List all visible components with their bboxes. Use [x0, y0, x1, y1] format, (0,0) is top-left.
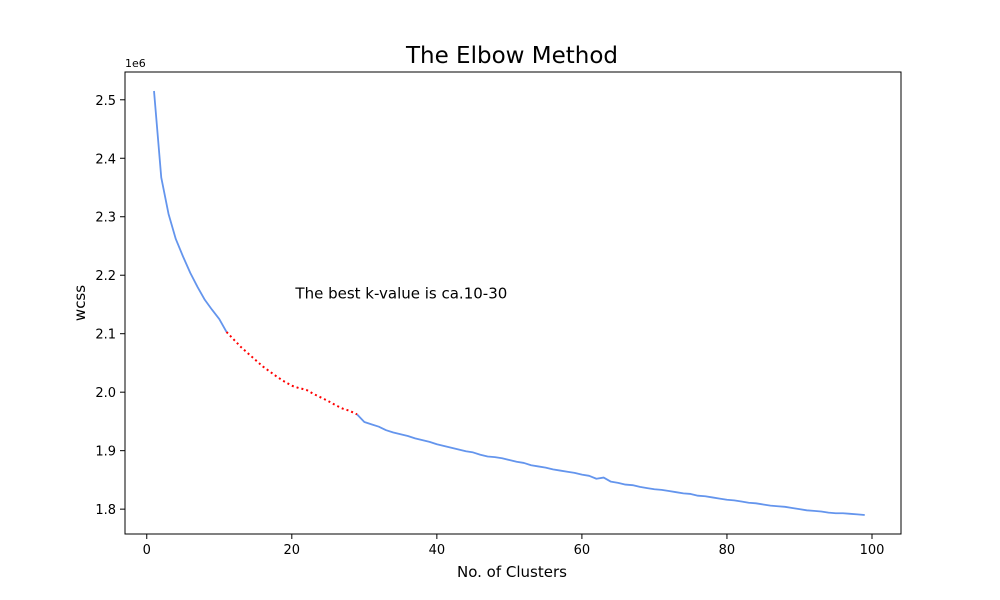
series-line-1	[225, 331, 358, 416]
y-axis-label: wcss	[71, 285, 89, 321]
x-tick-label: 40	[429, 543, 446, 558]
x-tick-label: 20	[284, 543, 301, 558]
y-tick-label: 2.4	[95, 152, 116, 167]
y-tick-label: 2.1	[95, 328, 116, 343]
x-tick-label: 0	[143, 543, 151, 558]
chart-annotation: The best k-value is ca.10-30	[294, 285, 507, 303]
y-tick-label: 1.8	[95, 503, 116, 518]
x-axis-ticks: 0 20 40 60 80 100	[143, 534, 885, 558]
x-tick-label: 100	[860, 543, 885, 558]
chart-title: The Elbow Method	[405, 43, 618, 69]
y-tick-label: 2.0	[95, 386, 116, 401]
x-tick-label: 60	[574, 543, 591, 558]
plot-frame	[124, 71, 902, 535]
series-line-0	[153, 90, 228, 333]
x-tick-label: 80	[719, 543, 736, 558]
y-tick-label: 2.3	[95, 211, 116, 226]
y-axis-ticks: 1.8 1.9 2.0 2.1 2.2 2.3 2.4 2.5	[95, 94, 125, 518]
plot-area	[153, 90, 865, 516]
y-offset-label: 1e6	[125, 57, 146, 70]
series-line-2	[356, 413, 865, 516]
y-tick-label: 2.5	[95, 94, 116, 109]
y-tick-label: 1.9	[95, 445, 116, 460]
y-tick-label: 2.2	[95, 269, 116, 284]
x-axis-label: No. of Clusters	[457, 563, 567, 581]
